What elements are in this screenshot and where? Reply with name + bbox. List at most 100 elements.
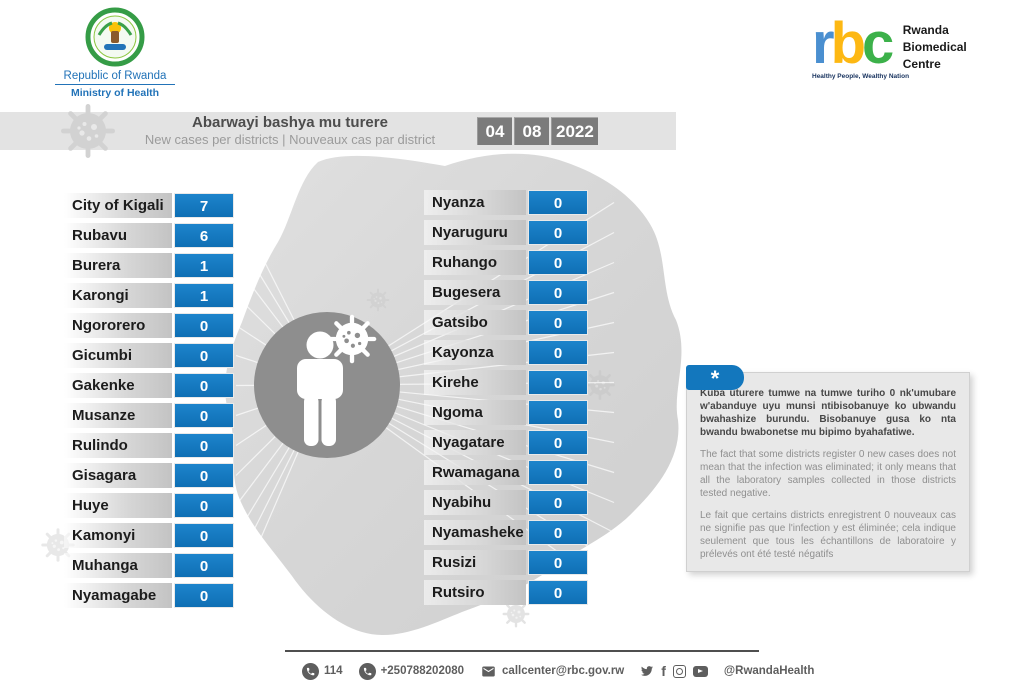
district-label: Rutsiro bbox=[424, 580, 526, 605]
twitter-icon bbox=[641, 666, 654, 676]
district-row: Karongi 1 bbox=[64, 283, 234, 308]
district-value: 0 bbox=[174, 433, 234, 458]
district-label: Nyamasheke bbox=[424, 520, 526, 545]
district-label: Kirehe bbox=[424, 370, 526, 395]
district-value: 0 bbox=[174, 493, 234, 518]
note-french: Le fait que certains districts enregistr… bbox=[700, 510, 956, 560]
district-row: Rutsiro 0 bbox=[424, 580, 588, 605]
hotline-number: 114 bbox=[324, 665, 343, 677]
district-row: Huye 0 bbox=[64, 493, 234, 518]
phone-icon bbox=[302, 662, 319, 680]
district-label: Karongi bbox=[64, 283, 172, 308]
district-value: 0 bbox=[528, 430, 588, 455]
district-label: Muhanga bbox=[64, 553, 172, 578]
district-row: Nyamasheke 0 bbox=[424, 520, 588, 545]
page-subtitle: New cases per districts | Nouveaux cas p… bbox=[144, 132, 436, 147]
note-english: The fact that some districts register 0 … bbox=[700, 449, 956, 499]
district-label: Ngoma bbox=[424, 400, 526, 425]
district-label: Rwamagana bbox=[424, 460, 526, 485]
virus-watermark-icon bbox=[366, 288, 390, 312]
district-value: 0 bbox=[528, 220, 588, 245]
district-row: Gatsibo 0 bbox=[424, 310, 588, 335]
country-name: Republic of Rwanda bbox=[55, 70, 175, 85]
district-label: Burera bbox=[64, 253, 172, 278]
district-label: Gisagara bbox=[64, 463, 172, 488]
phone-contact: +250788202080 bbox=[358, 662, 465, 680]
social-handle: @RwandaHealth bbox=[723, 665, 815, 677]
district-value: 6 bbox=[174, 223, 234, 248]
district-label: City of Kigali bbox=[64, 193, 172, 218]
report-date: 04 08 2022 bbox=[477, 117, 598, 145]
district-value: 0 bbox=[528, 190, 588, 215]
district-label: Kamonyi bbox=[64, 523, 172, 548]
district-row: Kirehe 0 bbox=[424, 370, 588, 395]
district-label: Nyamagabe bbox=[64, 583, 172, 608]
district-row: Ruhango 0 bbox=[424, 250, 588, 275]
district-row: Nyabihu 0 bbox=[424, 490, 588, 515]
district-row: Burera 1 bbox=[64, 253, 234, 278]
district-value: 0 bbox=[528, 280, 588, 305]
footer-divider bbox=[285, 650, 759, 652]
district-value: 0 bbox=[174, 583, 234, 608]
district-label: Gatsibo bbox=[424, 310, 526, 335]
date-year: 2022 bbox=[551, 117, 598, 145]
virus-icon bbox=[327, 314, 377, 364]
district-label: Ruhango bbox=[424, 250, 526, 275]
district-label: Rulindo bbox=[64, 433, 172, 458]
date-month: 08 bbox=[514, 117, 549, 145]
district-value: 0 bbox=[174, 523, 234, 548]
person-icon bbox=[297, 331, 343, 446]
district-label: Gakenke bbox=[64, 373, 172, 398]
district-label: Nyagatare bbox=[424, 430, 526, 455]
district-value: 0 bbox=[174, 403, 234, 428]
instagram-icon bbox=[672, 664, 686, 678]
district-value: 0 bbox=[528, 310, 588, 335]
email-icon bbox=[482, 666, 495, 676]
district-row: Rulindo 0 bbox=[64, 433, 234, 458]
header-titles: Abarwayi bashya mu turere New cases per … bbox=[110, 114, 470, 147]
asterisk-icon: * bbox=[710, 366, 720, 391]
district-value: 0 bbox=[528, 490, 588, 515]
footer-contacts: 114 +250788202080 callcenter@rbc.gov.rw … bbox=[302, 658, 814, 684]
district-row: Ngororero 0 bbox=[64, 313, 234, 338]
district-row: Nyamagabe 0 bbox=[64, 583, 234, 608]
district-label: Rubavu bbox=[64, 223, 172, 248]
district-row: Bugesera 0 bbox=[424, 280, 588, 305]
district-label: Nyaruguru bbox=[424, 220, 526, 245]
rbc-name: Rwanda Biomedical Centre bbox=[902, 23, 967, 71]
district-label: Ngororero bbox=[64, 313, 172, 338]
date-day: 04 bbox=[477, 117, 512, 145]
district-row: Kayonza 0 bbox=[424, 340, 588, 365]
district-value: 0 bbox=[174, 313, 234, 338]
district-row: Nyanza 0 bbox=[424, 190, 588, 215]
social-icons: f bbox=[640, 664, 708, 678]
phone-icon bbox=[358, 662, 376, 680]
district-value: 0 bbox=[528, 340, 588, 365]
district-label: Kayonza bbox=[424, 340, 526, 365]
district-value: 0 bbox=[528, 250, 588, 275]
government-branding: Republic of Rwanda Ministry of Health bbox=[55, 6, 175, 99]
district-row: Nyaruguru 0 bbox=[424, 220, 588, 245]
district-value: 0 bbox=[528, 460, 588, 485]
phone-number: +250788202080 bbox=[380, 665, 465, 677]
district-row: Nyagatare 0 bbox=[424, 430, 588, 455]
district-list-left: City of Kigali 7 Rubavu 6 Burera 1 Karongi 1 Ngo… bbox=[64, 193, 234, 608]
district-label: Bugesera bbox=[424, 280, 526, 305]
district-row: Gisagara 0 bbox=[64, 463, 234, 488]
district-value: 0 bbox=[528, 400, 588, 425]
rbc-tagline: Healthy People, Wealthy Nation bbox=[812, 73, 910, 80]
district-label: Huye bbox=[64, 493, 172, 518]
district-label: Musanze bbox=[64, 403, 172, 428]
district-value: 1 bbox=[174, 283, 234, 308]
district-row: Muhanga 0 bbox=[64, 553, 234, 578]
district-value: 1 bbox=[174, 253, 234, 278]
district-label: Nyabihu bbox=[424, 490, 526, 515]
district-label: Gicumbi bbox=[64, 343, 172, 368]
page-title: Abarwayi bashya mu turere bbox=[192, 114, 388, 131]
district-row: Musanze 0 bbox=[64, 403, 234, 428]
district-row: Rusizi 0 bbox=[424, 550, 588, 575]
district-value: 7 bbox=[174, 193, 234, 218]
district-value: 0 bbox=[528, 370, 588, 395]
asterisk-tab: * bbox=[686, 365, 744, 391]
facebook-icon: f bbox=[661, 663, 666, 679]
